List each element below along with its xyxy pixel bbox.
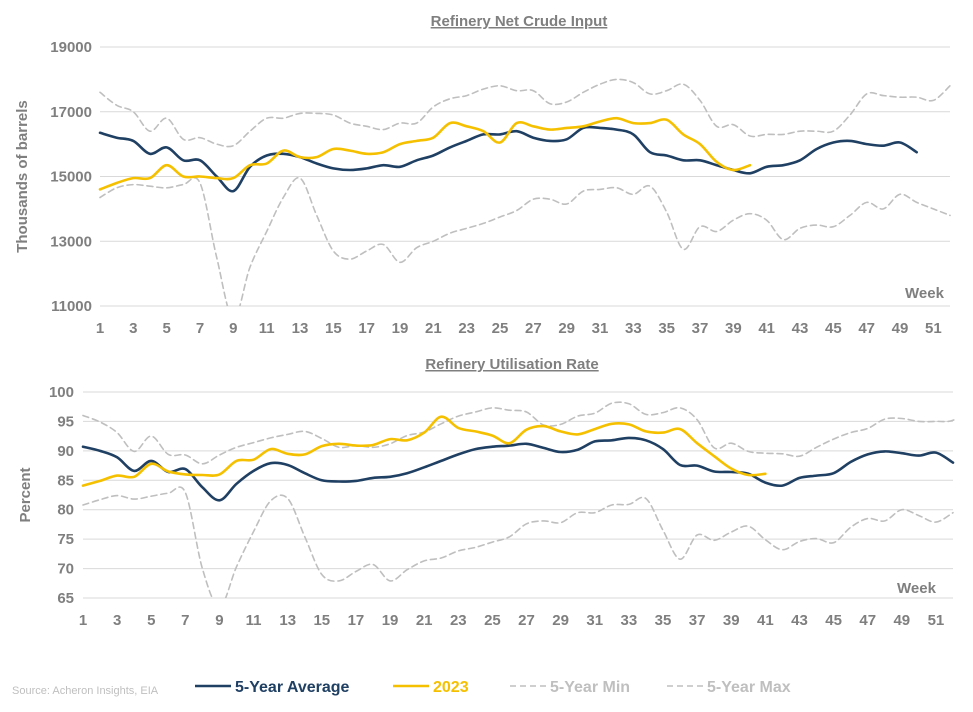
x-tick-label: 23 (458, 320, 475, 337)
x-tick-label: 19 (392, 320, 409, 337)
y-tick-label: 15000 (50, 169, 92, 186)
x-tick-label: 9 (229, 320, 237, 337)
series-line-5-year-average (81, 436, 955, 502)
x-tick-label: 39 (723, 612, 740, 629)
y-tick-label: 70 (57, 561, 74, 578)
x-tick-label: 33 (625, 320, 642, 337)
x-tick-label: 35 (658, 320, 675, 337)
y-tick-label: 80 (57, 502, 74, 519)
legend-label-5-year-average: 5-Year Average (235, 679, 350, 696)
series-line-5-year-max (82, 401, 955, 465)
chart-panel-crude-input: Refinery Net Crude Input 11000 13000 15000 1… (14, 13, 951, 337)
x-tick-label: 9 (215, 612, 223, 629)
x-tick-label: 33 (621, 612, 638, 629)
y-tick-label: 75 (57, 531, 74, 548)
x-tick-label: 11 (259, 320, 275, 337)
y-tick-label: 90 (57, 443, 74, 460)
chart-panel-utilisation-rate: Refinery Utilisation Rate657075808590951… (17, 356, 955, 629)
x-tick-label: 17 (348, 612, 365, 629)
series-line-2023 (98, 116, 752, 191)
x-tick-label: 7 (181, 612, 189, 629)
x-tick-label: 11 (246, 612, 262, 629)
x-tick-label: 25 (484, 612, 501, 629)
series-line-5-year-max (99, 78, 951, 148)
x-tick-label: 23 (450, 612, 467, 629)
x-tick-label: 37 (689, 612, 706, 629)
x-tick-label: 27 (518, 612, 535, 629)
series-line-2023 (81, 415, 767, 487)
x-tick-label: 35 (655, 612, 672, 629)
chart-title: Refinery Utilisation Rate (425, 356, 598, 373)
x-tick-label: 13 (279, 612, 296, 629)
x-tick-label: 17 (358, 320, 375, 337)
legend-label-5-year-max: 5-Year Max (707, 679, 791, 696)
x-tick-label: 43 (792, 320, 809, 337)
x-tick-label: 39 (725, 320, 742, 337)
series-line-5-year-min (82, 486, 954, 598)
x-tick-label: 49 (893, 612, 910, 629)
x-tick-label: 49 (892, 320, 909, 337)
legend-label-5-year-min: 5-Year Min (550, 679, 630, 696)
x-tick-label: 13 (292, 320, 309, 337)
x-tick-label: 15 (313, 612, 330, 629)
x-tick-label: 37 (692, 320, 709, 337)
x-tick-label: 41 (758, 320, 775, 337)
x-tick-label: 29 (558, 320, 575, 337)
x-axis-label: Week (897, 580, 937, 597)
x-tick-label: 15 (325, 320, 342, 337)
x-tick-label: 5 (162, 320, 170, 337)
series-line-5-year-min (99, 176, 951, 306)
x-tick-label: 45 (825, 612, 842, 629)
y-tick-label: 65 (57, 590, 74, 607)
x-tick-label: 21 (425, 320, 442, 337)
x-tick-label: 5 (147, 612, 155, 629)
x-tick-label: 51 (928, 612, 945, 629)
x-tick-label: 1 (79, 612, 87, 629)
chart-title: Refinery Net Crude Input (431, 13, 608, 30)
x-tick-label: 43 (791, 612, 808, 629)
y-tick-label: 17000 (50, 104, 92, 121)
y-tick-label: 100 (49, 384, 74, 401)
y-tick-label: 13000 (50, 233, 92, 250)
x-tick-label: 31 (586, 612, 603, 629)
chart-legend: 5-Year Average 2023 5-Year Min 5-Year Max (195, 679, 791, 696)
x-tick-label: 1 (96, 320, 104, 337)
y-tick-label: 95 (57, 413, 74, 430)
x-tick-label: 3 (129, 320, 137, 337)
y-tick-label: 85 (57, 472, 74, 489)
y-axis-label: Thousands of barrels (14, 100, 31, 253)
x-tick-label: 29 (552, 612, 569, 629)
y-tick-label: 11000 (51, 298, 92, 315)
series-line-5-year-average (98, 125, 918, 193)
x-tick-label: 19 (382, 612, 399, 629)
x-tick-label: 3 (113, 612, 121, 629)
x-tick-label: 25 (492, 320, 509, 337)
x-tick-label: 47 (858, 320, 875, 337)
x-axis-label: Week (905, 285, 945, 302)
x-tick-label: 21 (416, 612, 433, 629)
legend-label-2023: 2023 (433, 679, 469, 696)
source-note: Source: Acheron Insights, EIA (12, 685, 159, 697)
y-tick-label: 19000 (50, 39, 92, 56)
x-tick-label: 7 (196, 320, 204, 337)
x-tick-label: 31 (592, 320, 609, 337)
y-axis-label: Percent (17, 467, 34, 522)
x-tick-label: 27 (525, 320, 542, 337)
x-tick-label: 47 (859, 612, 876, 629)
x-tick-label: 41 (757, 612, 774, 629)
x-tick-label: 45 (825, 320, 842, 337)
x-tick-label: 51 (925, 320, 942, 337)
